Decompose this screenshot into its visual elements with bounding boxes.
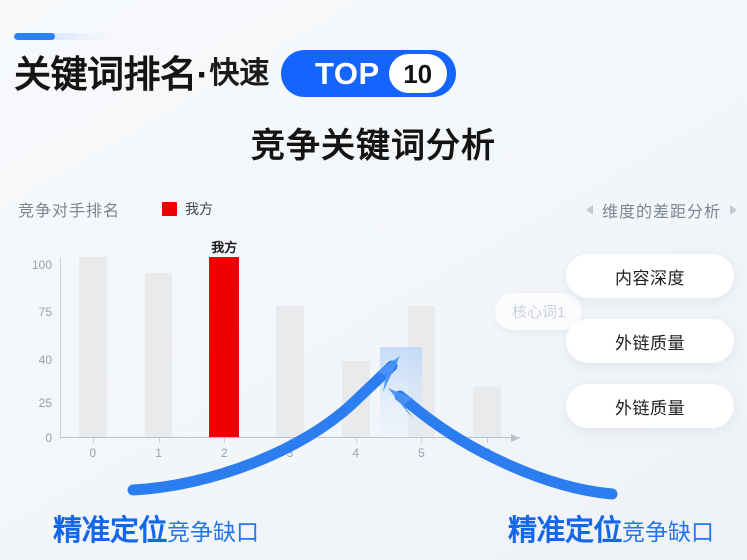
bar-competitor[interactable] — [276, 305, 304, 437]
x-axis-tick-label: 5 — [483, 446, 491, 460]
caption-right: 精准定位 竞争缺口 — [508, 507, 714, 549]
headline-dot: · — [196, 53, 209, 95]
x-axis-tick-label: 2 — [220, 446, 228, 460]
dimension-pill-0[interactable]: 内容深度 — [566, 254, 734, 298]
caption-right-weak: 竞争缺口 — [622, 519, 714, 545]
page-title: 竞争关键词分析 — [251, 127, 496, 165]
x-axis-labels: 0 1 2 3 4 5 5 — [60, 446, 520, 460]
x-axis-tick-label: 4 — [352, 446, 360, 460]
bar-slot[interactable]: 我方 — [191, 240, 257, 437]
bar-chart: 100 75 40 25 0 我方 0 1 2 3 4 5 5 — [18, 240, 530, 460]
bar-slot[interactable] — [257, 250, 323, 437]
top-rank-badge: TOP 10 — [281, 50, 456, 97]
x-axis-tick — [454, 438, 520, 443]
bar-competitor[interactable] — [79, 257, 107, 437]
bar-competitor[interactable] — [144, 273, 173, 437]
x-axis-tick — [323, 438, 389, 443]
bar-mine[interactable]: 我方 — [209, 240, 240, 437]
y-axis-tick-label: 40 — [38, 353, 52, 367]
ghost-keyword-pill: 核心词1 — [495, 293, 583, 330]
chart-plot-area: 我方 — [60, 240, 530, 442]
bar-slot[interactable] — [454, 250, 520, 437]
bar-slot[interactable] — [323, 250, 389, 437]
headline: 关键词排名 · 快速 — [14, 46, 269, 102]
x-axis-tick-label: 3 — [286, 446, 294, 460]
x-axis-tick-label: 1 — [155, 446, 162, 460]
chart-header: 竞争对手排名 我方 — [18, 197, 213, 221]
x-axis-tick-label: 5 — [418, 446, 425, 460]
y-axis-tick-label: 100 — [31, 258, 52, 272]
x-axis-tick — [191, 438, 257, 443]
chart-title: 竞争对手排名 — [18, 203, 121, 220]
top-badge-label: TOP — [315, 56, 380, 91]
x-axis-tick — [126, 438, 192, 443]
headline-main-text: 关键词排名 — [14, 53, 197, 95]
chart-legend: 我方 — [162, 199, 213, 219]
dimension-pill-2[interactable]: 外链质量 — [566, 384, 734, 428]
triangle-left-icon — [585, 205, 593, 215]
bar-slot[interactable] — [60, 250, 126, 437]
dimension-pill-1[interactable]: 外链质量 — [566, 319, 734, 363]
x-axis-tick — [257, 438, 323, 443]
headline-sub-text: 快速 — [209, 57, 270, 90]
bar-mine-label: 我方 — [211, 240, 238, 255]
bar-competitor[interactable] — [341, 361, 370, 437]
legend-label: 我方 — [185, 201, 214, 217]
progress-bar — [14, 33, 106, 40]
bar-slot[interactable] — [126, 250, 192, 437]
dimension-gap-title: 维度的差距分析 — [601, 204, 721, 221]
caption-right-strong: 精准定位 — [507, 515, 623, 547]
y-axis-tick-label: 25 — [38, 396, 52, 410]
bar-group: 我方 — [60, 240, 520, 437]
x-axis-ticks — [60, 438, 520, 443]
x-axis-tick-label: 0 — [89, 446, 97, 460]
caption-left-strong: 精准定位 — [53, 515, 168, 547]
triangle-right-icon — [730, 205, 737, 215]
bar-competitor[interactable] — [473, 386, 501, 437]
dimension-pill-list: 内容深度 外链质量 外链质量 — [566, 254, 734, 428]
x-axis-tick — [60, 438, 126, 443]
highlight-block — [380, 347, 422, 443]
caption-left-weak: 竞争缺口 — [167, 519, 260, 545]
y-axis-labels: 100 75 40 25 0 — [18, 250, 52, 445]
dimension-gap-header: 维度的差距分析 — [585, 198, 737, 222]
y-axis-tick-label: 75 — [38, 305, 52, 319]
progress-bar-fill — [14, 33, 56, 40]
caption-left: 精准定位 竞争缺口 — [53, 507, 259, 549]
y-axis-line — [60, 258, 61, 438]
legend-swatch-icon — [162, 202, 178, 216]
y-axis-tick-label: 0 — [45, 431, 52, 445]
top-badge-number: 10 — [388, 54, 447, 93]
